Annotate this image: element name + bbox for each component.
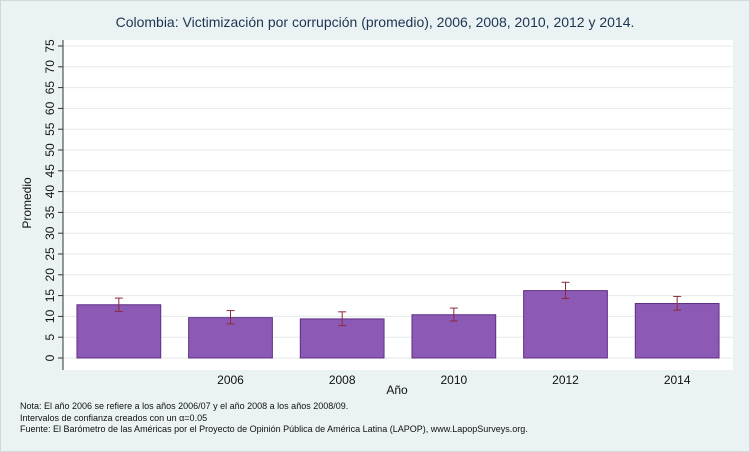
plot-area: [63, 40, 733, 370]
x-axis-label: Año: [386, 383, 408, 397]
x-tick-label: 2008: [329, 373, 356, 387]
y-axis-label: Promedio: [20, 177, 34, 229]
note-line: Fuente: El Barómetro de las Américas por…: [20, 424, 528, 434]
gridlines: [63, 45, 733, 359]
y-tick-label: 75: [43, 39, 57, 53]
bar: [634, 303, 720, 359]
y-tick-label: 60: [43, 101, 57, 115]
y-tick-label: 55: [43, 122, 57, 136]
y-tick-label: 40: [43, 185, 57, 199]
chart-title: Colombia: Victimización por corrupción (…: [115, 14, 635, 30]
y-tick-label: 50: [43, 143, 57, 157]
note-line: Intervalos de confianza creados con un α…: [20, 412, 208, 423]
y-tick-label: 25: [43, 247, 57, 261]
x-tick-label: 2012: [552, 373, 579, 387]
bar: [411, 314, 497, 359]
x-tick-label: 2014: [664, 373, 691, 387]
y-tick-label: 10: [43, 309, 57, 323]
y-tick-label: 45: [43, 164, 57, 178]
x-tick-label: 2010: [440, 373, 467, 387]
y-tick-label: 30: [43, 226, 57, 240]
note-line: Nota: El año 2006 se refiere a los años …: [20, 401, 349, 411]
y-tick-label: 0: [43, 354, 57, 361]
error-bars: [114, 281, 682, 327]
x-tick-label: 2006: [217, 373, 244, 387]
y-tick-label: 65: [43, 81, 57, 95]
y-tick-label: 35: [43, 205, 57, 219]
y-tick-label: 20: [43, 268, 57, 282]
x-tick-labels: 2006 2008 2010 2012 2014: [217, 373, 691, 387]
y-tick-label: 15: [43, 289, 57, 303]
y-tick-labels: 0 5 10 15 20 25 30 35 40 45 50 55 60 65 70 75: [43, 39, 63, 361]
y-tick-label: 70: [43, 60, 57, 74]
bar: [76, 304, 162, 359]
notes: Nota: El año 2006 se refiere a los años …: [20, 401, 528, 436]
bar: [523, 290, 608, 359]
y-tick-label: 5: [43, 334, 57, 341]
